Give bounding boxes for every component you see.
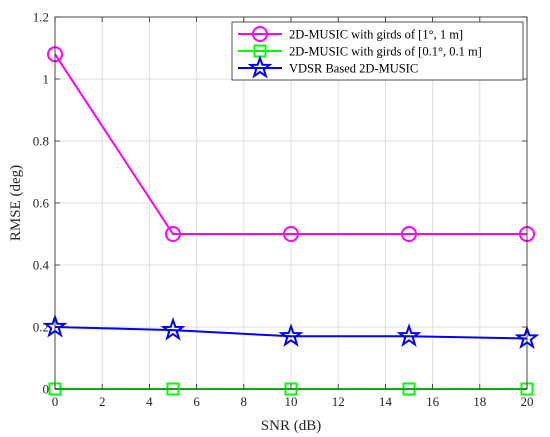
y-tick-label: 0.6 (33, 196, 50, 211)
data-point-circle (401, 226, 417, 242)
x-axis-label: SNR (dB) (261, 418, 321, 434)
legend-label: 2D-MUSIC with girds of [0.1°, 0.1 m] (289, 45, 482, 59)
y-tick-label: 1 (43, 72, 50, 87)
x-tick-label: 4 (146, 394, 153, 409)
y-tick-label: 0.8 (33, 134, 49, 149)
series-line (54, 326, 528, 340)
x-tick-label: 20 (521, 394, 534, 409)
x-tick-label: 2 (99, 394, 106, 409)
x-tick-label: 14 (379, 394, 393, 409)
legend-label: VDSR Based 2D-MUSIC (289, 62, 418, 76)
data-point-circle (283, 226, 299, 242)
x-tick-label: 0 (52, 394, 59, 409)
ticks: 0 2 4 6 8 10 12 14 16 18 20 0 0.2 0.4 0.6 0.8 1 1.2 (33, 10, 534, 410)
x-tick-label: 12 (332, 394, 345, 409)
x-tick-label: 10 (285, 394, 298, 409)
y-tick-label: 0.2 (33, 320, 49, 335)
x-tick-label: 6 (193, 394, 200, 409)
data-point-star (278, 323, 304, 347)
y-tick-label: 1.2 (33, 10, 49, 25)
legend-item: VDSR Based 2D-MUSIC (238, 54, 418, 79)
y-axis-label: RMSE (deg) (8, 165, 24, 241)
legend-marker (247, 54, 273, 79)
x-tick-label: 8 (241, 394, 248, 409)
legend-label: 2D-MUSIC with girds of [1°, 1 m] (289, 28, 463, 42)
y-tick-label: 0 (43, 382, 50, 397)
series-line (54, 53, 527, 235)
data-point-circle (165, 226, 181, 242)
legend-marker (252, 26, 268, 42)
data-point-star (396, 323, 422, 347)
y-tick-label: 0.4 (33, 258, 50, 273)
x-tick-label: 18 (473, 394, 486, 409)
data-point-star (160, 317, 186, 341)
legend: 2D-MUSIC with girds of [1°, 1 m] 2D-MUSIC… (231, 21, 524, 81)
x-tick-label: 16 (426, 394, 440, 409)
legend-item: 2D-MUSIC with girds of [1°, 1 m] (238, 26, 463, 42)
